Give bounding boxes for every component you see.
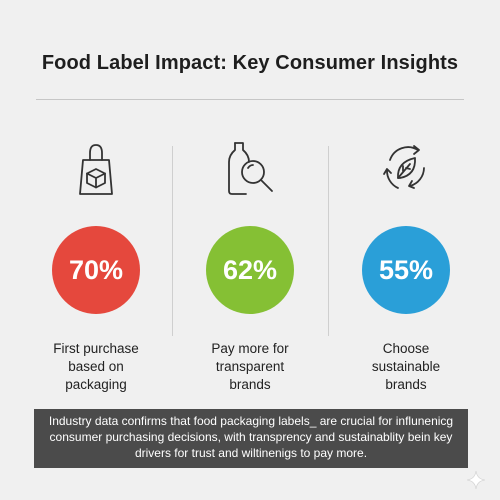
stat-card-transparency: 62% Pay more for transparent brands: [180, 138, 320, 394]
stat-value-circle: 62%: [206, 226, 294, 314]
stat-value-circle: 55%: [362, 226, 450, 314]
summary-footer: Industry data confirms that food packagi…: [34, 409, 468, 468]
stat-label: Pay more for transparent brands: [211, 341, 289, 392]
stat-label: Choose sustainable brands: [371, 341, 441, 392]
column-divider: [172, 146, 173, 336]
stat-value-circle: 70%: [52, 226, 140, 314]
stat-card-packaging: 70% First purchase based on packaging: [26, 138, 166, 394]
page-title: Food Label Impact: Key Consumer Insights: [41, 52, 459, 74]
sparkle-icon: [466, 470, 486, 490]
stat-label: First purchase based on packaging: [53, 341, 139, 392]
shopping-bag-icon: [79, 144, 113, 195]
column-divider: [328, 146, 329, 336]
bottle-magnifier-icon: [228, 142, 273, 195]
stat-value: 70%: [68, 254, 124, 285]
stat-value: 62%: [222, 254, 278, 285]
recycle-leaf-icon: [383, 145, 425, 189]
stat-value: 55%: [378, 254, 434, 285]
stat-card-sustainability: 55% Choose sustainable brands: [336, 138, 476, 394]
title-divider: [36, 99, 464, 100]
summary-text: Industry data confirms that food packagi…: [48, 414, 454, 460]
